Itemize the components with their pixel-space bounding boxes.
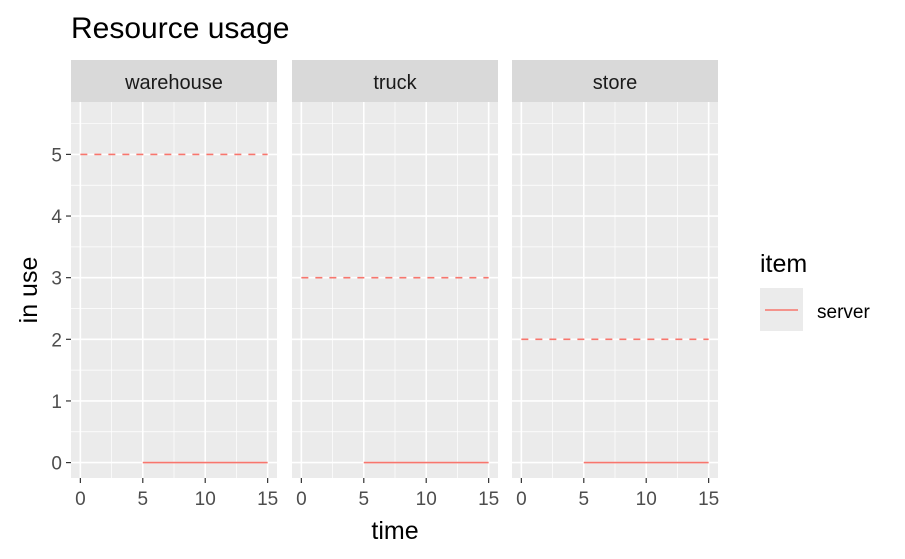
strip-label-store: store: [593, 72, 637, 94]
x-tick-label: 5: [358, 489, 369, 510]
y-tick-label: 3: [51, 269, 62, 290]
facet-panels: warehouse 0 5 10 15 truck 0 5 10 15 store 0 5 10 15: [71, 60, 719, 510]
y-tick-label: 1: [51, 392, 62, 413]
strip-truck: [292, 60, 498, 102]
y-axis-title: in use: [15, 257, 43, 324]
y-tick-label: 5: [51, 145, 62, 166]
strip-label-truck: truck: [373, 72, 417, 94]
x-tick-label: 15: [478, 489, 499, 510]
x-tick-label: 15: [257, 489, 278, 510]
strip-warehouse: [71, 60, 277, 102]
legend-label-server: server: [817, 302, 870, 323]
legend: item server: [760, 250, 870, 331]
x-tick-label: 0: [516, 489, 527, 510]
x-tick-label: 10: [416, 489, 437, 510]
x-tick-label: 15: [698, 489, 719, 510]
x-tick-label: 0: [296, 489, 307, 510]
panel-truck: truck 0 5 10 15: [292, 60, 499, 510]
strip-store: [512, 60, 718, 102]
y-tick-label: 4: [51, 207, 62, 228]
strip-label-warehouse: warehouse: [124, 72, 223, 94]
y-tick-label: 0: [51, 454, 62, 475]
y-tick-label: 2: [51, 330, 62, 351]
x-tick-label: 10: [636, 489, 657, 510]
chart-title: Resource usage: [71, 12, 289, 45]
legend-title: item: [760, 250, 807, 278]
panel-store: store 0 5 10 15: [512, 60, 719, 510]
panel-warehouse: warehouse 0 5 10 15: [71, 60, 278, 510]
x-tick-label: 0: [75, 489, 86, 510]
x-tick-label: 5: [137, 489, 148, 510]
x-axis-title: time: [371, 517, 418, 545]
y-axis: 0 1 2 3 4 5: [51, 145, 71, 475]
x-tick-label: 10: [195, 489, 216, 510]
x-tick-label: 5: [578, 489, 589, 510]
